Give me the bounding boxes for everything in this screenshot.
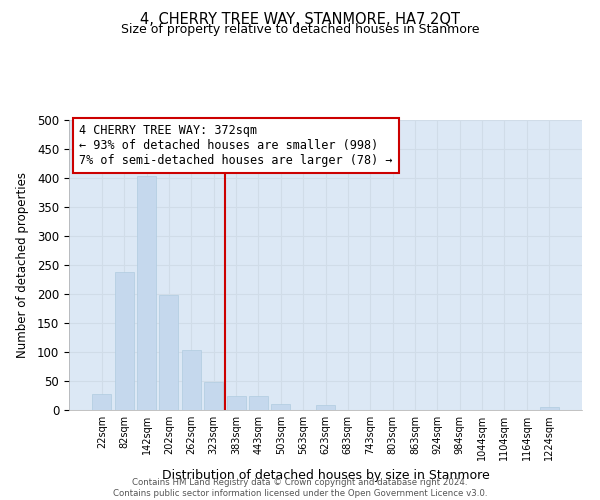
Text: Contains HM Land Registry data © Crown copyright and database right 2024.
Contai: Contains HM Land Registry data © Crown c… [113,478,487,498]
Bar [271,404,290,410]
Bar [115,272,134,410]
Bar [182,350,201,410]
Bar [137,176,156,410]
Bar [249,396,268,410]
Bar [204,382,223,410]
Bar [227,396,245,410]
X-axis label: Distribution of detached houses by size in Stanmore: Distribution of detached houses by size … [161,468,490,481]
Bar [539,407,559,410]
Bar [160,295,178,410]
Bar [92,394,112,410]
Y-axis label: Number of detached properties: Number of detached properties [16,172,29,358]
Bar [316,406,335,410]
Text: 4 CHERRY TREE WAY: 372sqm
← 93% of detached houses are smaller (998)
7% of semi-: 4 CHERRY TREE WAY: 372sqm ← 93% of detac… [79,124,393,168]
Text: Size of property relative to detached houses in Stanmore: Size of property relative to detached ho… [121,22,479,36]
Text: 4, CHERRY TREE WAY, STANMORE, HA7 2QT: 4, CHERRY TREE WAY, STANMORE, HA7 2QT [140,12,460,28]
